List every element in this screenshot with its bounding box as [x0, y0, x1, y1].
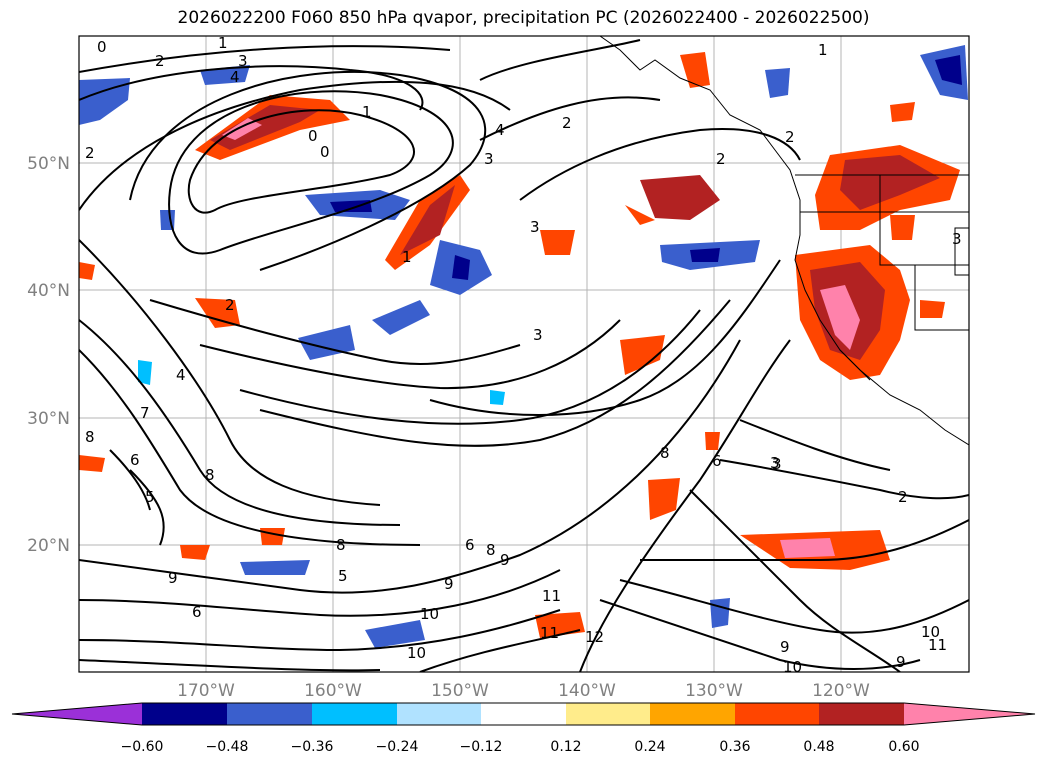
contour-label: 10 [407, 644, 426, 662]
contour-label: 7 [140, 404, 150, 422]
contour-label: 2 [898, 488, 908, 506]
latitude-labels: 50°N 40°N 30°N 20°N [27, 154, 70, 556]
contour-label: 10 [420, 605, 439, 623]
lon-label-160w: 160°W [304, 681, 362, 701]
contour-label: 1 [818, 41, 828, 59]
colorbar-segment [397, 703, 481, 725]
colorbar-tick-label: 0.12 [550, 739, 581, 755]
colorbar-extend-high [904, 703, 1035, 725]
contour-label: 9 [780, 638, 790, 656]
contour-label: 4 [230, 68, 240, 86]
colorbar-tick-label: −0.24 [376, 739, 419, 755]
contour-label: 10 [921, 623, 940, 641]
colorbar: −0.60 −0.48 −0.36 −0.24 −0.12 0.12 0.24 … [11, 702, 1036, 755]
contour-label: 0 [320, 143, 330, 161]
contour-label: 8 [486, 541, 496, 559]
contour-label: 3 [770, 454, 780, 472]
contour-label: 5 [338, 567, 348, 585]
contour-label: 6 [192, 603, 202, 621]
colorbar-tick-label: −0.48 [206, 739, 249, 755]
lon-label-170w: 170°W [177, 681, 235, 701]
map-title: 2026022200 F060 850 hPa qvapor, precipit… [177, 8, 870, 28]
colorbar-tick-label: 0.24 [634, 739, 665, 755]
lat-label-40n: 40°N [27, 281, 70, 301]
lon-label-140w: 140°W [558, 681, 616, 701]
contour-labels: 0 1 2 3 4 2 1 0 0 1 4 2 3 2 1 3 2 3 3 5 … [85, 34, 962, 676]
lon-label-120w: 120°W [812, 681, 870, 701]
lat-label-30n: 30°N [27, 409, 70, 429]
colorbar-tick-label: 0.36 [719, 739, 750, 755]
contour-label: 8 [660, 444, 670, 462]
contour-label: 6 [130, 451, 140, 469]
contour-label: 1 [402, 248, 412, 266]
lat-label-20n: 20°N [27, 536, 70, 556]
contour-label: 2 [562, 114, 572, 132]
contour-label: 9 [500, 551, 510, 569]
lat-label-50n: 50°N [27, 154, 70, 174]
coastlines [599, 36, 969, 446]
contour-label: 2 [785, 128, 795, 146]
contour-label: 9 [168, 569, 178, 587]
contour-label: 4 [495, 121, 505, 139]
contour-label: 2 [716, 150, 726, 168]
contour-label: 8 [205, 466, 215, 484]
colorbar-tick-label: −0.36 [291, 739, 334, 755]
lon-label-130w: 130°W [685, 681, 743, 701]
colorbar-segment [819, 703, 904, 725]
contour-label: 8 [85, 428, 95, 446]
contour-label: 10 [783, 658, 802, 676]
contour-label: 9 [896, 653, 906, 671]
contour-label: 11 [542, 587, 561, 605]
colorbar-segment [142, 703, 227, 725]
colorbar-extend-low [12, 703, 142, 725]
contour-label: 6 [465, 536, 475, 554]
colorbar-tick-label: 0.60 [888, 739, 919, 755]
contour-label: 11 [540, 624, 559, 642]
contour-label: 0 [97, 38, 107, 56]
lon-label-150w: 150°W [431, 681, 489, 701]
contour-label: 2 [225, 296, 235, 314]
contour-label: 4 [176, 366, 186, 384]
contour-label: 9 [444, 575, 454, 593]
colorbar-tick-label: 0.48 [803, 739, 834, 755]
contour-label: 11 [928, 636, 947, 654]
contour-label: 8 [336, 536, 346, 554]
contour-label: 3 [772, 455, 782, 473]
colorbar-segment [735, 703, 819, 725]
contour-label: 3 [533, 326, 543, 344]
qvapor-contours [79, 39, 969, 672]
colorbar-segment [312, 703, 397, 725]
contour-label: 0 [308, 127, 318, 145]
contour-label: 12 [585, 628, 604, 646]
colorbar-segment [650, 703, 735, 725]
contour-label: 1 [362, 103, 372, 121]
contour-label: 3 [952, 230, 962, 248]
colorbar-segment [227, 703, 312, 725]
contour-label: 3 [530, 218, 540, 236]
colorbar-segment [566, 703, 650, 725]
contour-label: 2 [85, 144, 95, 162]
map-frame [78, 35, 970, 673]
colorbar-tick-label: −0.12 [460, 739, 503, 755]
longitude-labels: 170°W 160°W 150°W 140°W 130°W 120°W [177, 681, 870, 701]
colorbar-tick-label: −0.60 [121, 739, 164, 755]
contour-label: 5 [145, 488, 155, 506]
contour-label: 6 [712, 452, 722, 470]
contour-label: 3 [238, 52, 248, 70]
colorbar-segment [481, 703, 566, 725]
contour-label: 3 [484, 150, 494, 168]
contour-label: 2 [155, 52, 165, 70]
contour-label: 1 [218, 34, 228, 52]
